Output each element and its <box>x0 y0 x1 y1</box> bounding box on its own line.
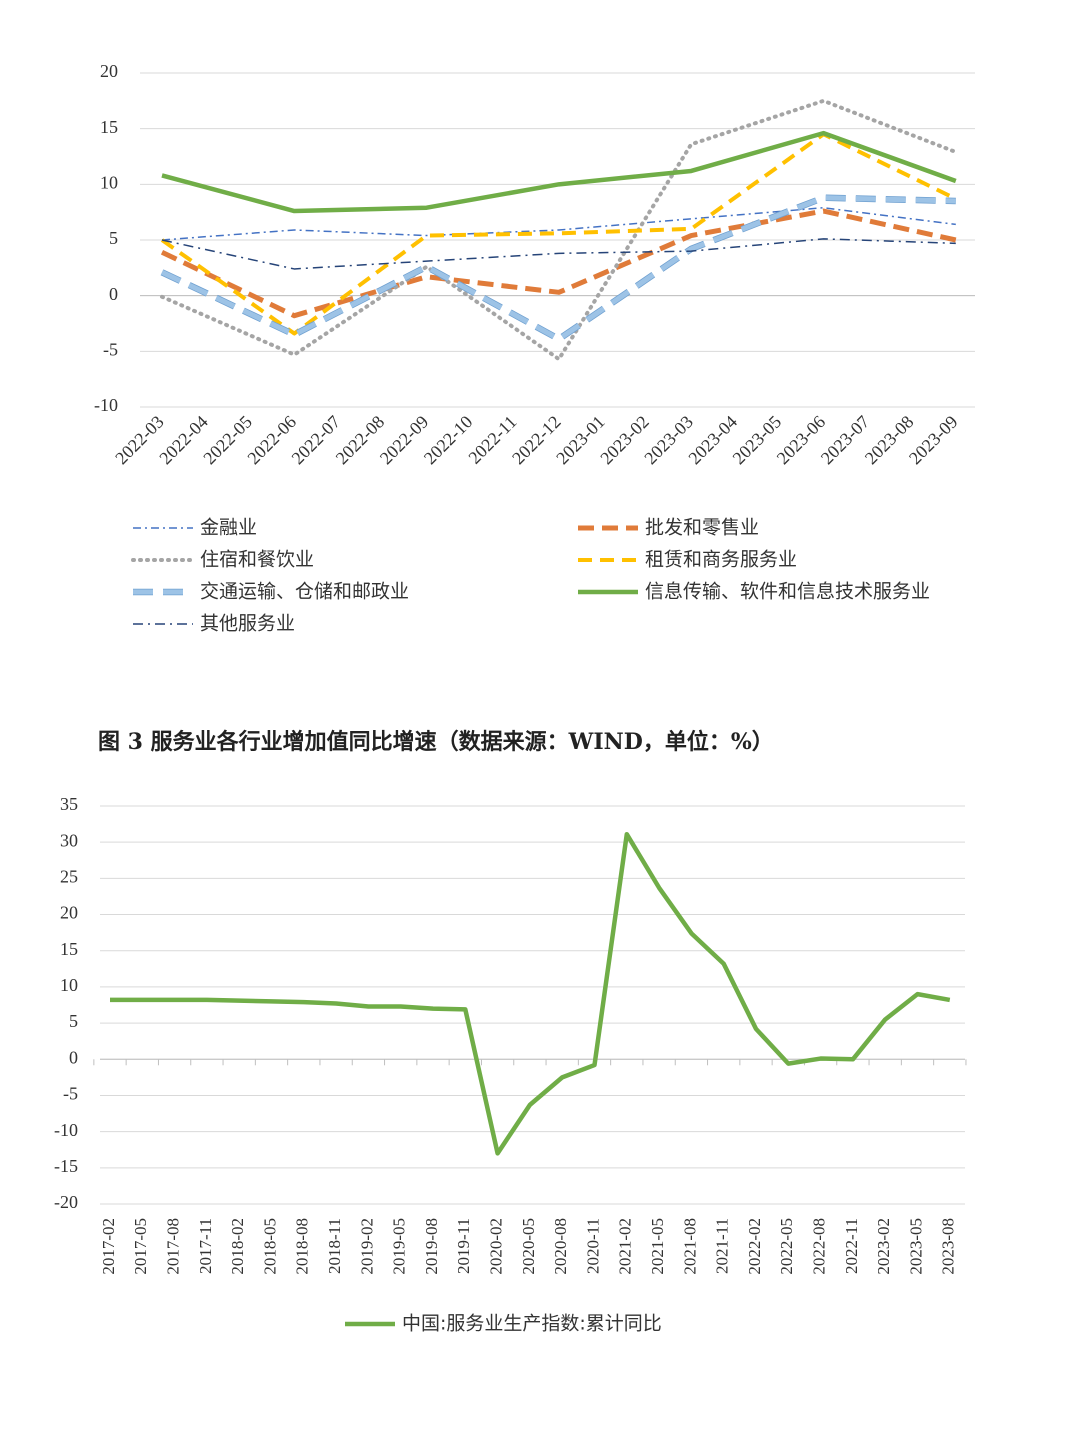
figure-caption: 图 3 服务业各行业增加值同比增速（数据来源：WIND，单位：%） <box>98 729 774 755</box>
x-tick-label: 2017-11 <box>196 1218 215 1274</box>
y-tick-label: 35 <box>60 794 78 814</box>
y-tick-label: 10 <box>60 975 78 995</box>
legend-label: 租赁和商务服务业 <box>645 549 797 571</box>
legend-label: 信息传输、软件和信息技术服务业 <box>645 581 930 603</box>
legend-label: 交通运输、仓储和邮政业 <box>200 581 409 603</box>
legend-label: 批发和零售业 <box>645 517 759 539</box>
y-tick-label: 15 <box>60 939 78 959</box>
y-tick-label: 20 <box>100 61 118 81</box>
x-tick-label: 2020-05 <box>519 1218 538 1275</box>
series-line <box>161 206 956 241</box>
y-tick-label: 15 <box>100 117 118 137</box>
x-tick-label: 2020-11 <box>583 1218 602 1274</box>
x-tick-label: 2019-11 <box>454 1218 473 1274</box>
x-tick-label: 2020-08 <box>551 1218 570 1275</box>
x-tick-label: 2023-02 <box>874 1218 893 1275</box>
y-tick-label: 0 <box>109 284 118 304</box>
x-tick-label: 2023-05 <box>906 1218 925 1275</box>
x-tick-label: 2018-02 <box>228 1218 247 1275</box>
x-tick-label: 2023-08 <box>939 1218 958 1275</box>
x-tick-label: 2018-08 <box>293 1218 312 1275</box>
x-tick-label: 2020-02 <box>487 1218 506 1275</box>
series-line <box>110 831 951 1156</box>
legend-label: 其他服务业 <box>200 613 295 635</box>
x-tick-label: 2022-02 <box>745 1218 764 1275</box>
x-tick-label: 2017-05 <box>131 1218 150 1275</box>
y-tick-label: -20 <box>54 1192 78 1212</box>
x-tick-label: 2019-08 <box>422 1218 441 1275</box>
x-tick-label: 2021-11 <box>713 1218 732 1274</box>
x-tick-label: 2021-05 <box>648 1218 667 1275</box>
y-tick-label: -15 <box>54 1156 78 1176</box>
x-tick-label: 2022-05 <box>777 1218 796 1275</box>
x-tick-label: 2021-08 <box>680 1218 699 1275</box>
y-tick-label: -10 <box>94 395 118 415</box>
series-line <box>161 238 956 270</box>
series-line <box>160 208 957 319</box>
series-line <box>161 130 957 214</box>
y-tick-label: 30 <box>60 830 78 850</box>
y-tick-label: 5 <box>109 228 118 248</box>
x-tick-label: 2021-02 <box>616 1218 635 1275</box>
y-tick-label: 25 <box>60 866 78 886</box>
series-line <box>160 98 958 362</box>
x-tick-label: 2022-11 <box>842 1218 861 1274</box>
legend-label: 中国:服务业生产指数:累计同比 <box>402 1313 662 1335</box>
x-tick-label: 2018-11 <box>325 1218 344 1274</box>
x-tick-label: 2019-05 <box>390 1218 409 1275</box>
y-tick-label: 20 <box>60 903 78 923</box>
y-tick-label: 10 <box>100 172 118 192</box>
x-tick-label: 2017-02 <box>99 1218 118 1275</box>
legend-label: 金融业 <box>200 517 257 539</box>
y-tick-label: -10 <box>54 1120 78 1140</box>
y-tick-label: -5 <box>63 1084 78 1104</box>
x-tick-label: 2022-08 <box>810 1218 829 1275</box>
x-tick-label: 2018-05 <box>260 1218 279 1275</box>
y-tick-label: 0 <box>69 1047 78 1067</box>
y-tick-label: -5 <box>103 339 118 359</box>
x-tick-label: 2019-02 <box>357 1218 376 1275</box>
y-tick-label: 5 <box>69 1011 78 1031</box>
legend-label: 住宿和餐饮业 <box>200 549 314 571</box>
x-tick-label: 2017-08 <box>164 1218 183 1275</box>
